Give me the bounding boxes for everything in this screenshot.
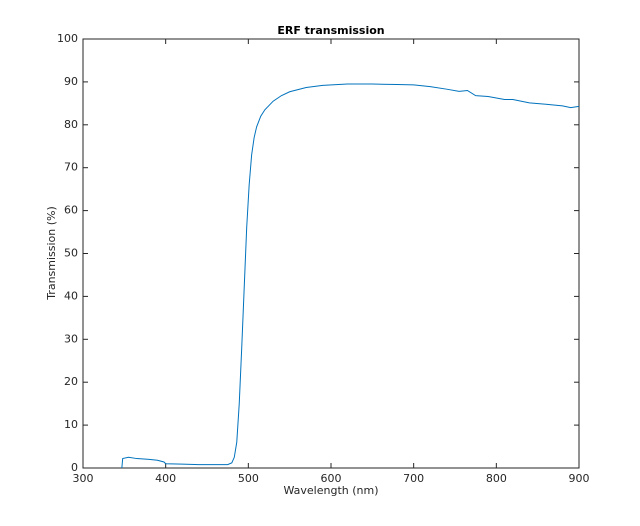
y-axis-label: Transmission (%) xyxy=(45,206,58,301)
x-tick-label: 700 xyxy=(403,472,424,485)
y-tick-label: 40 xyxy=(64,289,78,302)
x-tick-label: 600 xyxy=(321,472,342,485)
chart-title: ERF transmission xyxy=(277,24,384,37)
x-tick-label: 800 xyxy=(486,472,507,485)
data-line xyxy=(121,83,580,469)
y-tick-label: 60 xyxy=(64,204,78,217)
x-tick-label: 500 xyxy=(238,472,259,485)
x-tick-label: 400 xyxy=(155,472,176,485)
y-tick-label: 100 xyxy=(57,32,78,45)
y-tick-label: 20 xyxy=(64,375,78,388)
plot-box xyxy=(82,38,580,469)
x-tick-label: 900 xyxy=(569,472,590,485)
y-tick-label: 90 xyxy=(64,75,78,88)
x-tick-label: 300 xyxy=(73,472,94,485)
y-tick-label: 70 xyxy=(64,161,78,174)
y-tick-label: 80 xyxy=(64,118,78,131)
y-tick-label: 30 xyxy=(64,332,78,345)
y-tick-label: 0 xyxy=(71,461,78,474)
y-tick-label: 50 xyxy=(64,247,78,260)
y-tick-label: 10 xyxy=(64,418,78,431)
x-axis-label: Wavelength (nm) xyxy=(283,484,378,497)
